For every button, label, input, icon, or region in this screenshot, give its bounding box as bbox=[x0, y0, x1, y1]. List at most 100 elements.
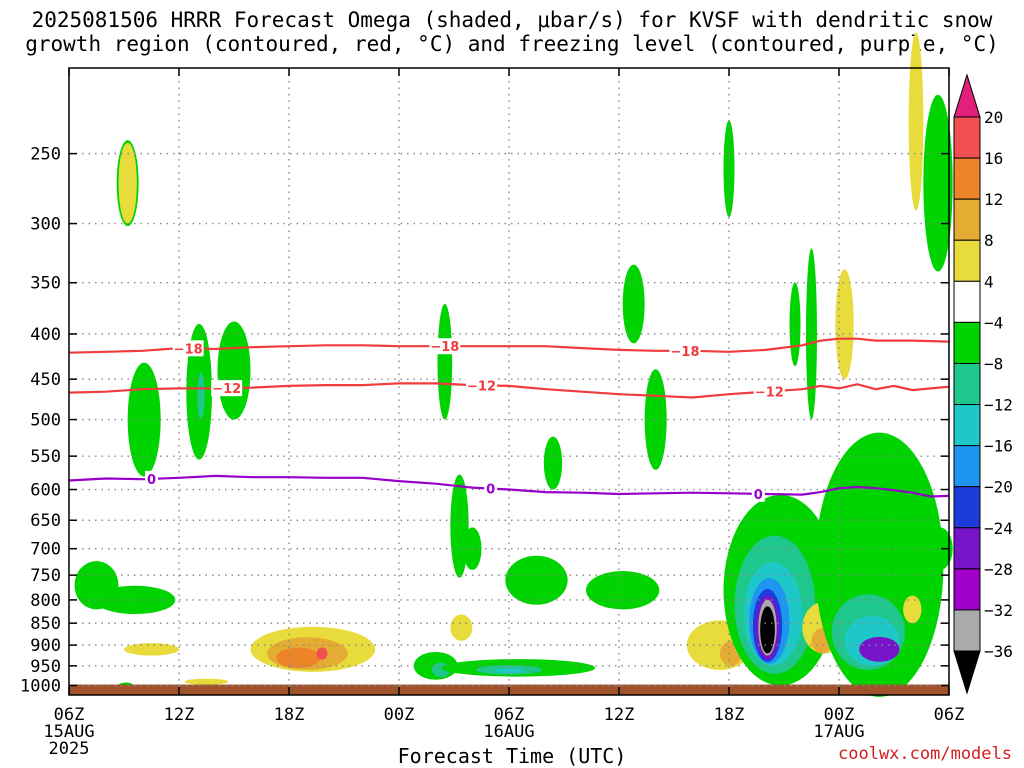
colorbar-swatch bbox=[953, 568, 981, 611]
colorbar-tick-label: 12 bbox=[984, 190, 1003, 209]
y-tick-label: 850 bbox=[30, 614, 61, 634]
colorbar-tick-label: −36 bbox=[984, 642, 1013, 661]
y-tick-label: 500 bbox=[30, 411, 61, 431]
contour-label-bg bbox=[669, 342, 701, 359]
colorbar-swatch bbox=[953, 321, 981, 364]
contour-label: −18 bbox=[671, 345, 700, 360]
omega-region bbox=[644, 369, 667, 470]
omega-region bbox=[622, 264, 645, 344]
colorbar-swatch bbox=[953, 609, 981, 652]
colorbar-tick-label: −16 bbox=[984, 437, 1013, 456]
colorbar-swatch bbox=[953, 157, 981, 200]
x-tick-label: 06Z bbox=[54, 705, 85, 725]
x-date-label: 16AUG bbox=[483, 722, 534, 742]
omega-region bbox=[276, 647, 321, 668]
x-date-label: 15AUG bbox=[43, 722, 94, 742]
omega-region bbox=[903, 595, 922, 624]
omega-region bbox=[316, 647, 328, 660]
contour-line bbox=[68, 337, 950, 354]
x-axis-label: Forecast Time (UTC) bbox=[397, 744, 627, 768]
x-tick-label: 12Z bbox=[604, 705, 635, 725]
colorbar-tick-label: −4 bbox=[984, 313, 1003, 332]
colorbar-bottom-triangle bbox=[953, 650, 981, 695]
omega-region bbox=[217, 321, 251, 420]
contour-label: −12 bbox=[755, 385, 784, 400]
colorbar-tick-label: −28 bbox=[984, 560, 1013, 579]
omega-region bbox=[450, 614, 473, 641]
y-tick-label: 400 bbox=[30, 325, 61, 345]
y-tick-label: 550 bbox=[30, 447, 61, 467]
contour-label: −18 bbox=[174, 342, 203, 357]
omega-region bbox=[184, 678, 229, 685]
contour-label-bg bbox=[429, 338, 461, 355]
colorbar-swatch bbox=[953, 239, 981, 282]
y-tick-label: 900 bbox=[30, 636, 61, 656]
y-tick-label: 1000 bbox=[20, 677, 61, 697]
y-tick-label: 650 bbox=[30, 511, 61, 531]
omega-region bbox=[859, 636, 900, 662]
colorbar-swatch bbox=[953, 445, 981, 488]
colorbar-tick-label: 8 bbox=[984, 231, 994, 250]
omega-region bbox=[437, 303, 453, 420]
contour-label-bg bbox=[211, 380, 243, 397]
omega-region bbox=[927, 527, 953, 570]
y-tick-label: 350 bbox=[30, 274, 61, 294]
omega-region bbox=[505, 555, 568, 605]
x-tick-label: 00Z bbox=[824, 705, 855, 725]
contour-line bbox=[68, 474, 950, 498]
contour-label-bg bbox=[751, 485, 765, 502]
omega-region bbox=[494, 668, 524, 674]
omega-region bbox=[835, 269, 854, 380]
omega-region bbox=[723, 120, 735, 218]
colorbar-swatch bbox=[953, 527, 981, 570]
contour-label: −12 bbox=[212, 382, 241, 397]
colorbar-tick-label: −12 bbox=[984, 396, 1013, 415]
y-tick-label: 250 bbox=[30, 145, 61, 165]
credit-text: coolwx.com/models bbox=[838, 744, 1012, 764]
contour-label: −12 bbox=[467, 379, 496, 394]
colorbar-tick-label: −24 bbox=[984, 519, 1013, 538]
chart-title-line2: growth region (contoured, red, °C) and f… bbox=[25, 32, 999, 56]
y-tick-label: 450 bbox=[30, 370, 61, 390]
x-tick-label: 18Z bbox=[274, 705, 305, 725]
omega-region bbox=[789, 282, 801, 367]
omega-region bbox=[197, 372, 205, 420]
contour-label-bg bbox=[145, 470, 158, 487]
omega-region bbox=[124, 643, 179, 656]
contour-label: 0 bbox=[754, 488, 763, 503]
colorbar-tick-label: 4 bbox=[984, 272, 994, 291]
y-tick-label: 800 bbox=[30, 591, 61, 611]
omega-region bbox=[543, 436, 563, 490]
colorbar-swatch bbox=[953, 362, 981, 406]
x-tick-label: 18Z bbox=[714, 705, 745, 725]
chart-title: 2025081506 HRRR Forecast Omega (shaded, … bbox=[0, 8, 1024, 56]
y-tick-label: 950 bbox=[30, 657, 61, 677]
x-tick-label: 00Z bbox=[384, 705, 415, 725]
omega-region bbox=[127, 362, 161, 477]
y-tick-label: 300 bbox=[30, 215, 61, 235]
colorbar-tick-label: −32 bbox=[984, 601, 1013, 620]
contour-label-bg bbox=[172, 340, 204, 357]
omega-region bbox=[908, 32, 924, 211]
contour-label-bg bbox=[753, 383, 785, 400]
colorbar-tick-label: −8 bbox=[984, 354, 1003, 373]
omega-region bbox=[760, 606, 775, 654]
contour-label-bg bbox=[466, 377, 497, 394]
omega-region bbox=[118, 142, 137, 224]
omega-region bbox=[806, 248, 817, 420]
omega-region bbox=[586, 571, 660, 610]
colorbar-tick-label: 20 bbox=[984, 108, 1003, 127]
colorbar-tick-label: −20 bbox=[984, 478, 1013, 497]
omega-region bbox=[923, 94, 953, 272]
colorbar-swatch bbox=[953, 404, 981, 447]
colorbar-swatch bbox=[953, 280, 981, 323]
y-tick-label: 750 bbox=[30, 566, 61, 586]
x-tick-label: 12Z bbox=[164, 705, 195, 725]
x-date-label: 17AUG bbox=[813, 722, 864, 742]
y-tick-label: 600 bbox=[30, 481, 61, 501]
contour-label-bg bbox=[484, 480, 498, 497]
x-date-label: 2025 bbox=[49, 739, 90, 759]
contour-label: 0 bbox=[147, 473, 156, 488]
colorbar-swatch bbox=[953, 116, 981, 159]
